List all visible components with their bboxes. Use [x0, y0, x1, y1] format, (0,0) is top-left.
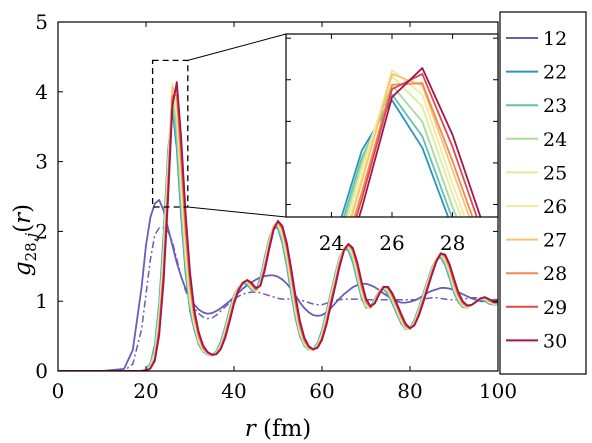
legend-label-24: 24 — [543, 129, 567, 151]
legend-label-22: 22 — [543, 62, 567, 84]
legend-label-12: 12 — [543, 28, 567, 50]
x-tick-label: 80 — [397, 379, 422, 403]
legend-label-25: 25 — [543, 162, 567, 184]
series-line-30 — [58, 81, 498, 371]
y-tick-label: 0 — [35, 359, 48, 383]
legend-label-28: 28 — [543, 263, 567, 285]
legend: 12 22 23 24 25 26 27 28 29 30 — [506, 28, 567, 352]
inset-connector-top — [187, 33, 287, 61]
y-tick-label: 4 — [35, 80, 48, 104]
main-ticks: 0 20 40 60 80 100 0 1 2 3 4 5 — [35, 10, 517, 403]
x-tick-label: 0 — [52, 379, 65, 403]
inset-x-tick-label: 26 — [379, 231, 404, 255]
y-tick-label: 3 — [35, 150, 48, 174]
legend-label-30: 30 — [543, 330, 567, 352]
y-tick-label: 5 — [35, 10, 48, 34]
series-line-12 — [58, 199, 498, 371]
zoom-region-box — [151, 59, 189, 208]
inset-x-tick-label: 28 — [440, 231, 465, 255]
y-tick-label: 1 — [35, 289, 48, 313]
y-axis-label: g28,j(r) — [10, 204, 40, 276]
x-tick-label: 60 — [309, 379, 334, 403]
x-tick-label: 40 — [221, 379, 246, 403]
series-line-dashdot — [58, 227, 498, 371]
inset-background — [286, 34, 498, 217]
y-tick-label: 2 — [35, 219, 48, 243]
inset-ticks: 24 26 28 — [286, 34, 498, 255]
main-plot-lines — [58, 81, 498, 371]
x-tick-label: 20 — [133, 379, 158, 403]
inset-x-tick-label: 24 — [319, 231, 344, 255]
legend-label-23: 23 — [543, 95, 567, 117]
inset-connector-bottom — [187, 206, 287, 218]
legend-label-26: 26 — [543, 196, 567, 218]
x-axis-label: r (fm) — [245, 416, 312, 442]
legend-label-27: 27 — [543, 230, 567, 252]
legend-label-29: 29 — [543, 297, 567, 319]
x-tick-label: 100 — [479, 379, 517, 403]
